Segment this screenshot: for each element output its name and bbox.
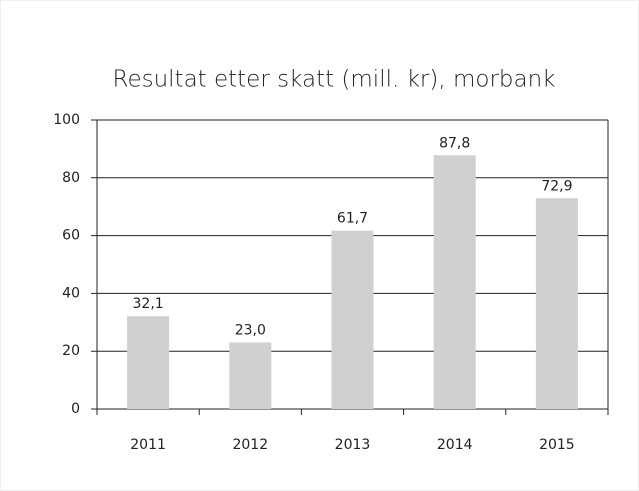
bar <box>535 198 578 409</box>
x-tick-label: 2011 <box>130 437 166 453</box>
x-tick-label: 2012 <box>232 437 268 453</box>
y-tick-label: 100 <box>53 112 80 128</box>
value-label: 87,8 <box>439 135 470 151</box>
x-tick-label: 2014 <box>437 437 473 453</box>
x-tick-label: 2013 <box>335 437 371 453</box>
bar <box>127 316 170 409</box>
chart-title: Resultat etter skatt (mill. kr), morbank <box>113 67 556 93</box>
y-tick-label: 20 <box>62 343 80 359</box>
y-tick-label: 60 <box>62 228 80 244</box>
y-tick-label: 40 <box>62 285 80 301</box>
y-tick-label: 0 <box>71 401 80 417</box>
value-label: 61,7 <box>337 211 368 227</box>
bar <box>433 155 476 409</box>
y-tick-label: 80 <box>62 170 80 186</box>
bar <box>331 230 374 409</box>
x-tick-label: 2015 <box>539 437 575 453</box>
bar <box>229 342 272 409</box>
value-label: 32,1 <box>133 296 164 312</box>
value-label: 72,9 <box>541 178 572 194</box>
value-label: 23,0 <box>235 323 266 339</box>
